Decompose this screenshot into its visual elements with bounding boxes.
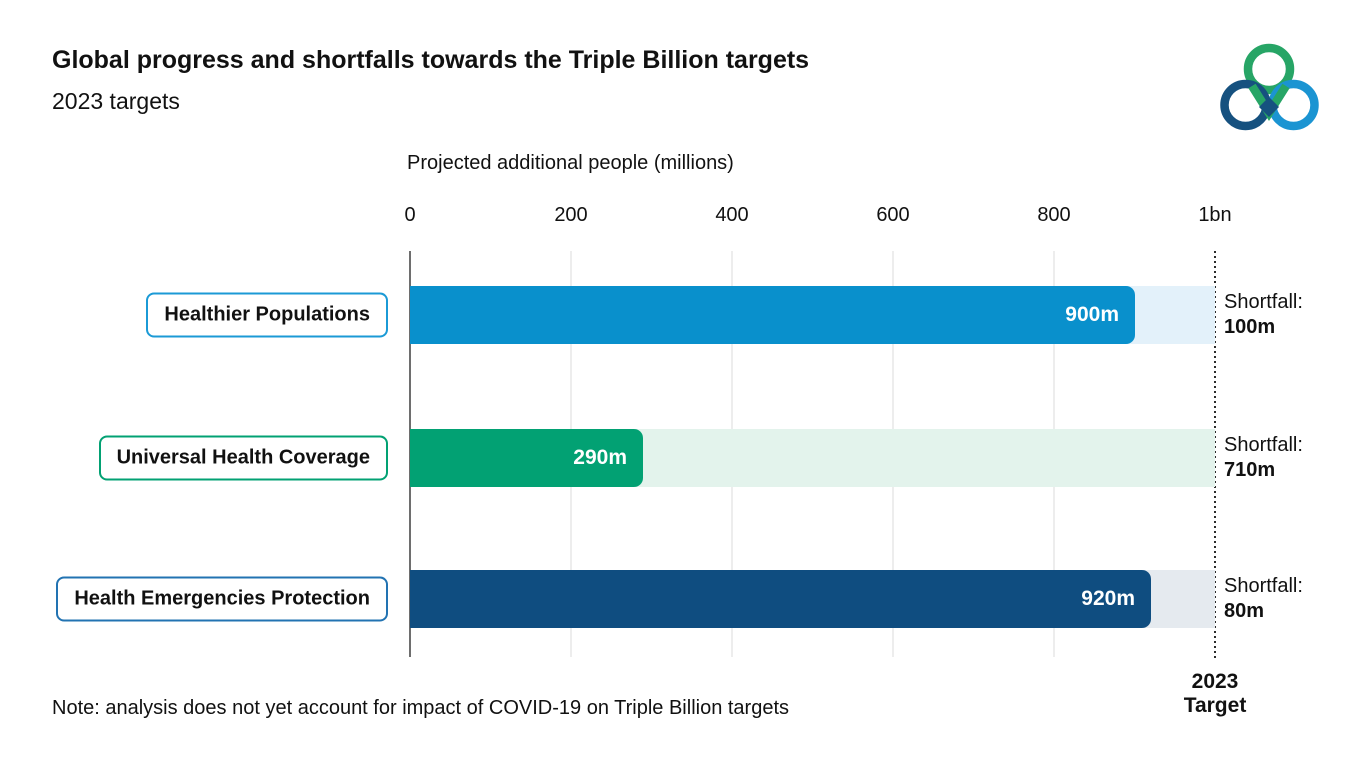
bar-value-label: 900m — [1065, 303, 1119, 326]
category-label: Health Emergencies Protection — [74, 587, 370, 610]
bar-value-label: 920m — [1081, 587, 1135, 610]
page-subtitle: 2023 targets — [52, 88, 180, 114]
category-label-box: Health Emergencies Protection — [56, 576, 388, 622]
shortfall-prefix: Shortfall: — [1224, 434, 1303, 456]
shortfall-prefix: Shortfall: — [1224, 575, 1303, 597]
shortfall-prefix: Shortfall: — [1224, 291, 1303, 313]
target-year: 2023 — [1191, 670, 1239, 693]
bar-value-label: 290m — [573, 446, 627, 469]
x-tick-label: 600 — [876, 204, 910, 226]
triple-billion-logo — [1220, 43, 1319, 131]
page-title: Global progress and shortfalls towards t… — [52, 46, 810, 74]
category-label: Universal Health Coverage — [116, 446, 370, 469]
chart-row: 900m Healthier Populations Shortfall: 10… — [0, 286, 1366, 344]
chart-row: 290m Universal Health Coverage Shortfall… — [0, 429, 1366, 487]
shortfall-annotation: Shortfall: 710m — [1224, 433, 1303, 483]
shortfall-value: 100m — [1224, 316, 1276, 338]
x-tick-label: 200 — [554, 204, 588, 226]
shortfall-value: 80m — [1224, 600, 1265, 622]
target-dotted-line — [1214, 251, 1216, 661]
x-tick-label: 1bn — [1198, 204, 1232, 226]
logo-center-diamond — [1259, 97, 1279, 117]
x-tick-label: 400 — [715, 204, 749, 226]
x-tick-label: 800 — [1037, 204, 1071, 226]
logo-green-ring — [1243, 43, 1295, 95]
x-axis-title: Projected additional people (millions) — [407, 152, 734, 174]
footnote: Note: analysis does not yet account for … — [52, 697, 790, 719]
target-word: Target — [1183, 694, 1247, 717]
shortfall-annotation: Shortfall: 80m — [1224, 574, 1303, 624]
progress-bar: 290m — [410, 429, 643, 487]
chart-row: 920m Health Emergencies Protection Short… — [0, 570, 1366, 628]
category-label: Healthier Populations — [164, 303, 370, 326]
category-label-box: Universal Health Coverage — [98, 435, 388, 481]
progress-bar: 920m — [410, 570, 1151, 628]
x-tick-label: 0 — [404, 204, 416, 226]
target-line-label: 2023 Target — [1184, 670, 1247, 718]
category-label-box: Healthier Populations — [146, 292, 388, 338]
shortfall-value: 710m — [1224, 459, 1276, 481]
shortfall-annotation: Shortfall: 100m — [1224, 290, 1303, 340]
progress-bar: 900m — [410, 286, 1135, 344]
